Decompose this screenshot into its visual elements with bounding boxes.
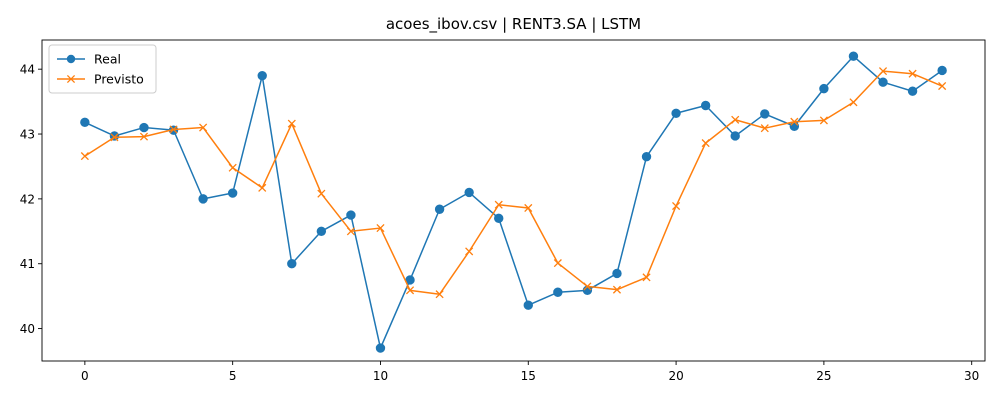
data-point-previsto bbox=[494, 200, 503, 209]
data-point-previsto bbox=[849, 98, 858, 107]
data-point-previsto bbox=[819, 116, 828, 125]
data-point-previsto bbox=[139, 132, 149, 141]
data-point-real bbox=[937, 65, 947, 76]
data-point-previsto bbox=[199, 123, 208, 132]
plot-area: 0 5 10 15 20 25 30 40 41 42 43 44 Real Previsto bbox=[20, 39, 986, 383]
x-tick-label: 25 bbox=[816, 369, 831, 383]
data-point-real bbox=[434, 204, 445, 214]
data-point-previsto bbox=[524, 203, 533, 213]
data-point-previsto bbox=[701, 139, 710, 148]
data-point-real bbox=[878, 77, 888, 87]
data-point-real bbox=[700, 100, 711, 111]
data-point-real bbox=[346, 210, 356, 220]
data-point-real bbox=[760, 109, 770, 119]
data-point-previsto bbox=[790, 117, 799, 126]
data-point-real bbox=[641, 152, 652, 162]
data-point-previsto bbox=[435, 290, 444, 299]
data-point-previsto bbox=[760, 124, 769, 133]
data-point-real bbox=[612, 268, 622, 279]
data-point-previsto bbox=[465, 247, 474, 256]
x-tick-label: 30 bbox=[964, 369, 979, 383]
legend-marker-real bbox=[66, 54, 76, 64]
axes-frame bbox=[41, 39, 986, 362]
data-point-real bbox=[257, 70, 267, 81]
data-point-previsto bbox=[908, 69, 917, 78]
legend-marker-previsto bbox=[66, 74, 76, 84]
data-point-previsto bbox=[553, 259, 562, 268]
series-line-previsto bbox=[84, 70, 943, 295]
y-tick-label: 40 bbox=[20, 322, 35, 336]
data-point-real bbox=[139, 122, 149, 133]
data-point-real bbox=[287, 259, 297, 269]
data-point-real bbox=[553, 287, 563, 297]
chart-title: acoes_ibov.csv | RENT3.SA | LSTM bbox=[386, 15, 641, 34]
x-tick-label: 20 bbox=[668, 369, 683, 383]
y-tick-label: 41 bbox=[20, 257, 35, 271]
x-tick-label: 5 bbox=[229, 369, 237, 383]
data-point-previsto bbox=[80, 152, 89, 161]
data-point-real bbox=[819, 83, 829, 94]
data-point-previsto bbox=[405, 286, 415, 295]
data-point-previsto bbox=[612, 285, 622, 294]
data-point-real bbox=[227, 188, 238, 198]
data-point-previsto bbox=[672, 201, 681, 211]
data-point-real bbox=[730, 131, 740, 141]
data-point-real bbox=[523, 300, 533, 310]
data-point-real bbox=[198, 194, 208, 204]
data-point-real bbox=[848, 51, 859, 61]
data-point-real bbox=[316, 226, 327, 237]
data-point-real bbox=[907, 86, 918, 96]
data-point-previsto bbox=[583, 282, 592, 291]
data-point-previsto bbox=[346, 227, 355, 236]
x-tick-label: 15 bbox=[521, 369, 536, 383]
data-point-real bbox=[671, 108, 681, 118]
data-point-real bbox=[464, 187, 474, 198]
data-point-previsto bbox=[228, 163, 237, 172]
data-point-previsto bbox=[642, 273, 651, 282]
data-point-real bbox=[494, 213, 504, 224]
data-point-real bbox=[789, 121, 800, 131]
y-tick-label: 43 bbox=[20, 128, 35, 142]
legend-box bbox=[48, 44, 157, 94]
x-tick-label: 10 bbox=[373, 369, 388, 383]
data-point-previsto bbox=[258, 183, 267, 192]
data-point-previsto bbox=[110, 133, 119, 142]
x-tick-label: 0 bbox=[81, 369, 89, 383]
y-tick-label: 44 bbox=[20, 63, 35, 77]
data-point-real bbox=[80, 117, 90, 128]
data-point-previsto bbox=[731, 115, 740, 124]
data-point-previsto bbox=[287, 119, 296, 128]
data-point-previsto bbox=[317, 189, 326, 198]
series-line-real bbox=[84, 55, 943, 349]
y-tick-label: 42 bbox=[20, 192, 35, 206]
legend-label-real: Real bbox=[94, 52, 121, 67]
data-point-real bbox=[375, 343, 386, 353]
data-point-previsto bbox=[878, 67, 888, 76]
legend-label-previsto: Previsto bbox=[94, 72, 144, 87]
data-point-previsto bbox=[169, 125, 178, 134]
data-point-previsto bbox=[938, 81, 947, 91]
data-point-previsto bbox=[376, 224, 385, 233]
